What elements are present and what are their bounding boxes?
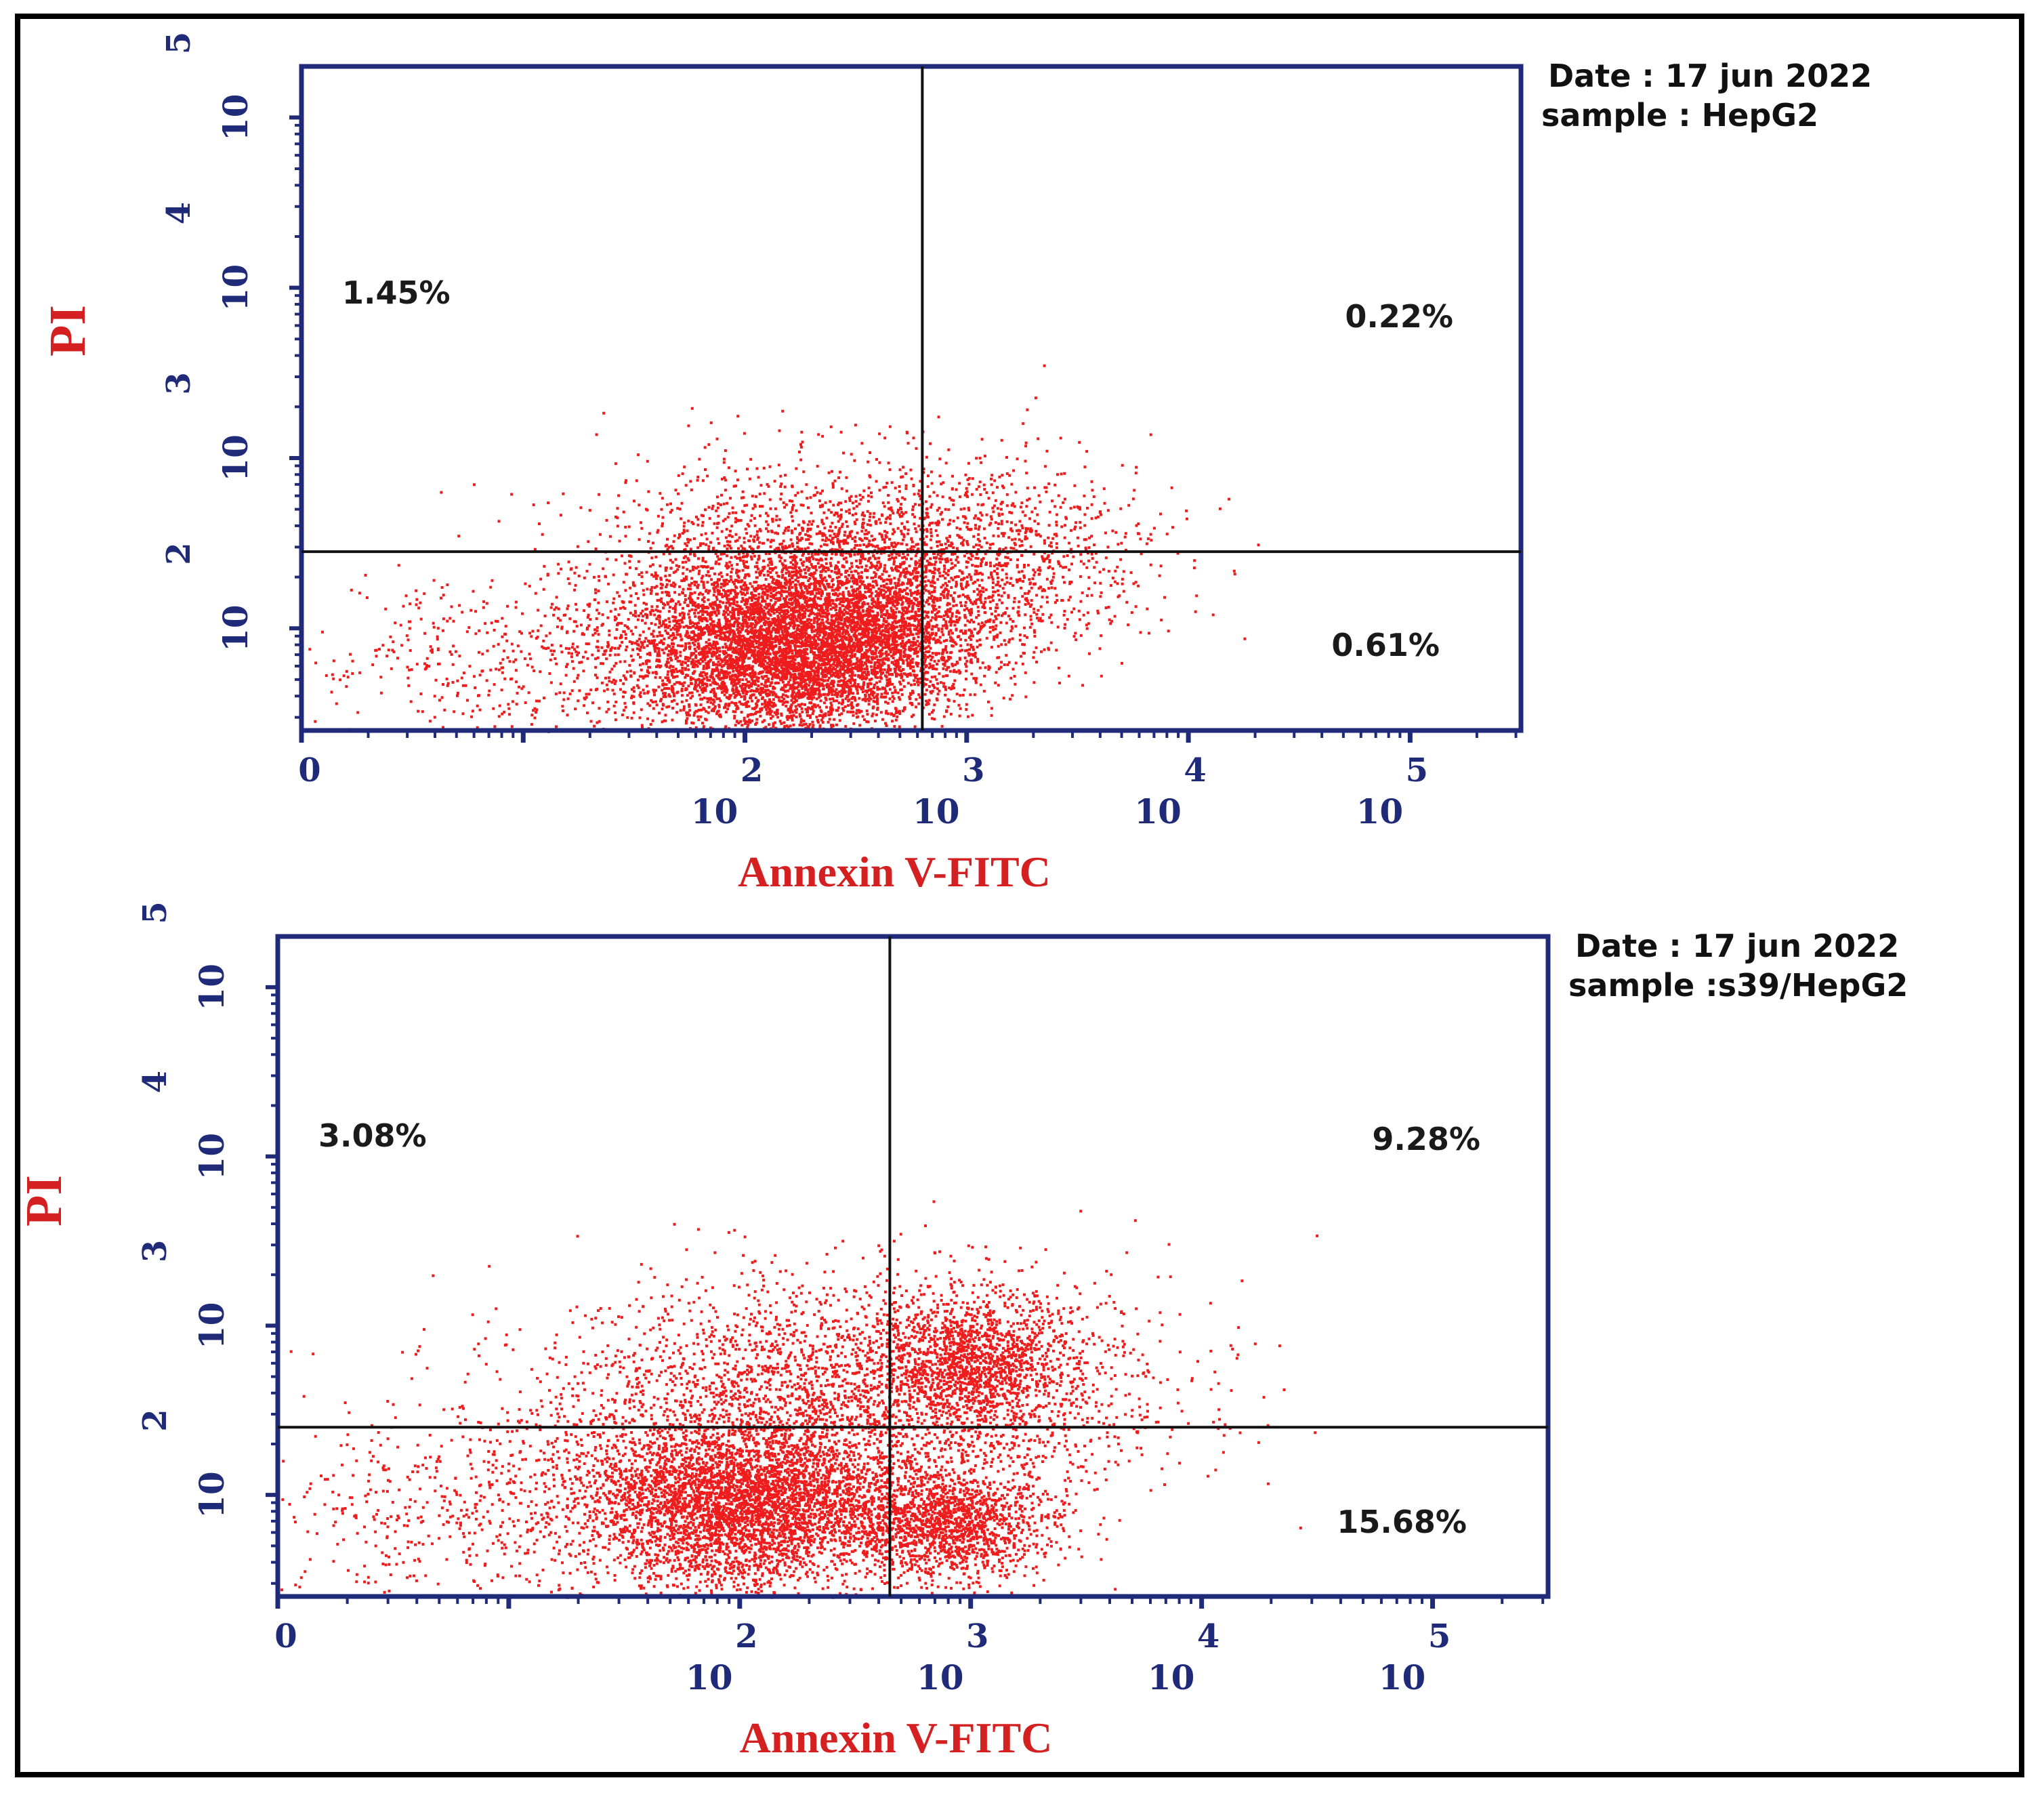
x-tick-base-5: 10 bbox=[1356, 791, 1404, 831]
x-tick-exp-5: 5 bbox=[1406, 751, 1428, 789]
scatter-cluster-3 bbox=[479, 1200, 1319, 1559]
quadrant-lower-right-percent: 15.68% bbox=[1337, 1504, 1467, 1540]
quadrant-lower-right-percent: 0.61% bbox=[1331, 627, 1440, 663]
x-tick-exp-0: 0 bbox=[274, 1617, 297, 1655]
y-tick-exp-2: 2 bbox=[136, 1409, 174, 1431]
quadrant-upper-right-percent: 0.22% bbox=[1345, 298, 1453, 335]
y-tick-base-4: 10 bbox=[192, 1133, 232, 1180]
x-tick-exp-2: 2 bbox=[735, 1617, 757, 1655]
info-sample: sample : HepG2 bbox=[1541, 97, 1818, 133]
y-axis-minor-ticks bbox=[289, 115, 301, 719]
x-tick-exp-4: 4 bbox=[1184, 751, 1206, 789]
quadrant-upper-left-percent: 1.45% bbox=[342, 274, 451, 311]
y-tick-base-3: 10 bbox=[192, 1302, 232, 1350]
plot-area-border bbox=[299, 64, 1524, 733]
y-tick-exp-4: 4 bbox=[136, 1071, 174, 1093]
info-sample: sample :s39/HepG2 bbox=[1568, 967, 1908, 1004]
figure-frame bbox=[15, 14, 2024, 1777]
quadrant-upper-left-percent: 3.08% bbox=[318, 1117, 427, 1154]
y-tick-exp-2: 2 bbox=[160, 543, 198, 565]
x-tick-exp-5: 5 bbox=[1428, 1617, 1451, 1655]
info-date: Date : 17 jun 2022 bbox=[1575, 928, 1899, 964]
x-axis-title: Annexin V-FITC bbox=[740, 1714, 1053, 1762]
x-axis-minor-ticks bbox=[299, 730, 1518, 743]
x-tick-exp-2: 2 bbox=[741, 751, 763, 789]
y-tick-exp-5: 5 bbox=[160, 32, 198, 54]
scatter-points bbox=[308, 364, 1260, 733]
x-axis-title: Annexin V-FITC bbox=[738, 848, 1051, 896]
x-tick-base-3: 10 bbox=[913, 791, 960, 831]
y-axis-title: PI bbox=[16, 1175, 72, 1226]
y-tick-base-2: 10 bbox=[215, 604, 255, 652]
x-tick-base-5: 10 bbox=[1379, 1657, 1426, 1697]
y-tick-base-5: 10 bbox=[215, 94, 255, 142]
y-tick-base-4: 10 bbox=[215, 264, 255, 312]
quadrant-upper-right-percent: 9.28% bbox=[1372, 1121, 1480, 1157]
y-tick-exp-5: 5 bbox=[136, 901, 174, 924]
y-axis-title: PI bbox=[39, 305, 96, 356]
y-tick-base-2: 10 bbox=[192, 1471, 232, 1519]
x-tick-base-2: 10 bbox=[686, 1657, 733, 1697]
plot-area-border bbox=[275, 934, 1551, 1599]
scatter-cluster-2 bbox=[814, 1257, 1127, 1460]
x-tick-base-2: 10 bbox=[691, 791, 738, 831]
x-tick-base-3: 10 bbox=[917, 1657, 964, 1697]
scatter-cluster-0 bbox=[435, 1366, 1020, 1599]
scatter-cluster-0 bbox=[490, 495, 1024, 733]
y-axis-tick-labels: 10 2 10 3 10 4 10 5 bbox=[160, 32, 255, 652]
info-date: Date : 17 jun 2022 bbox=[1548, 58, 1872, 94]
x-axis-minor-ticks bbox=[275, 1596, 1545, 1609]
y-axis-minor-ticks bbox=[266, 985, 278, 1585]
x-tick-exp-0: 0 bbox=[298, 751, 320, 789]
panel-s39-hepg2: 0 2 3 4 5 10 10 10 10 10 2 10 3 10 4 10 … bbox=[16, 901, 1908, 1762]
scatter-cluster-4 bbox=[289, 1228, 1302, 1590]
scatter-points bbox=[280, 1200, 1319, 1599]
scatter-cluster-1 bbox=[705, 512, 1073, 728]
x-tick-exp-3: 3 bbox=[966, 1617, 988, 1655]
y-tick-exp-3: 3 bbox=[160, 372, 198, 394]
x-axis-tick-labels: 0 2 3 4 5 10 10 10 10 bbox=[298, 751, 1428, 831]
x-tick-base-4: 10 bbox=[1134, 791, 1182, 831]
x-tick-exp-3: 3 bbox=[962, 751, 984, 789]
scatter-cluster-1 bbox=[785, 1416, 1120, 1599]
y-tick-base-5: 10 bbox=[192, 964, 232, 1011]
x-axis-tick-labels: 0 2 3 4 5 10 10 10 10 bbox=[274, 1617, 1451, 1697]
scatter-cluster-3 bbox=[712, 436, 1222, 712]
y-tick-exp-4: 4 bbox=[160, 202, 198, 224]
panel-hepg2: 0 2 3 4 5 10 10 10 10 10 2 10 3 10 4 10 … bbox=[39, 32, 1872, 896]
y-axis-tick-labels: 10 2 10 3 10 4 10 5 bbox=[136, 901, 232, 1519]
y-tick-base-3: 10 bbox=[215, 434, 255, 482]
x-tick-base-4: 10 bbox=[1148, 1657, 1195, 1697]
x-tick-exp-4: 4 bbox=[1197, 1617, 1219, 1655]
y-tick-exp-3: 3 bbox=[136, 1240, 174, 1262]
